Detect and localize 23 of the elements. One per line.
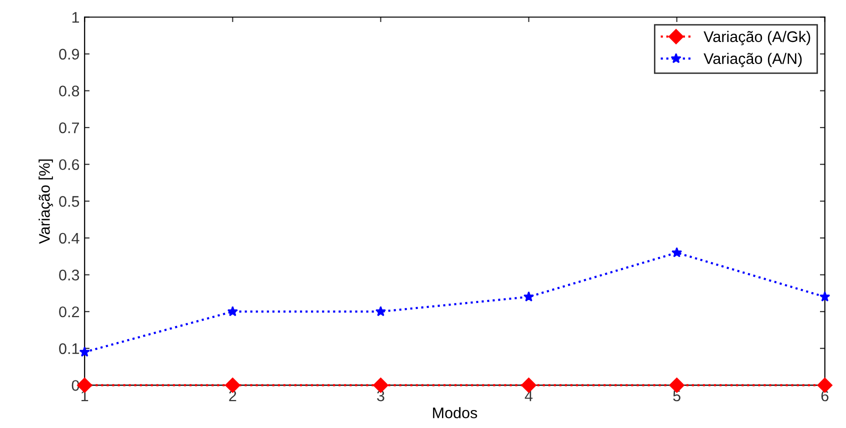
y-tick-label: 0.9 (59, 48, 80, 60)
y-tick-label: 0.2 (59, 306, 79, 318)
y-tick-label: 1 (72, 12, 79, 23)
legend-label: Variação (A/Gk) (704, 30, 810, 46)
legend-label: Variação (A/N) (704, 52, 802, 68)
y-tick-label: 0.4 (59, 232, 80, 244)
y-axis-title: Variação [%] (38, 160, 53, 244)
y-tick-label: 0.6 (59, 159, 80, 170)
y-tick-label: 0.1 (59, 343, 79, 354)
point (820, 291, 830, 302)
point (523, 291, 534, 302)
point (671, 247, 682, 258)
y-tick-label: 0.5 (59, 196, 80, 207)
y-tick-label: 0.7 (59, 122, 79, 134)
point (227, 306, 238, 316)
point (817, 378, 832, 393)
x-axis-title: Modos (433, 407, 478, 418)
point (375, 306, 386, 316)
point (373, 378, 388, 393)
y-tick-label: 0.8 (59, 86, 80, 96)
point (79, 346, 90, 357)
y-tick-label: 0.3 (59, 270, 80, 280)
point (225, 378, 240, 393)
